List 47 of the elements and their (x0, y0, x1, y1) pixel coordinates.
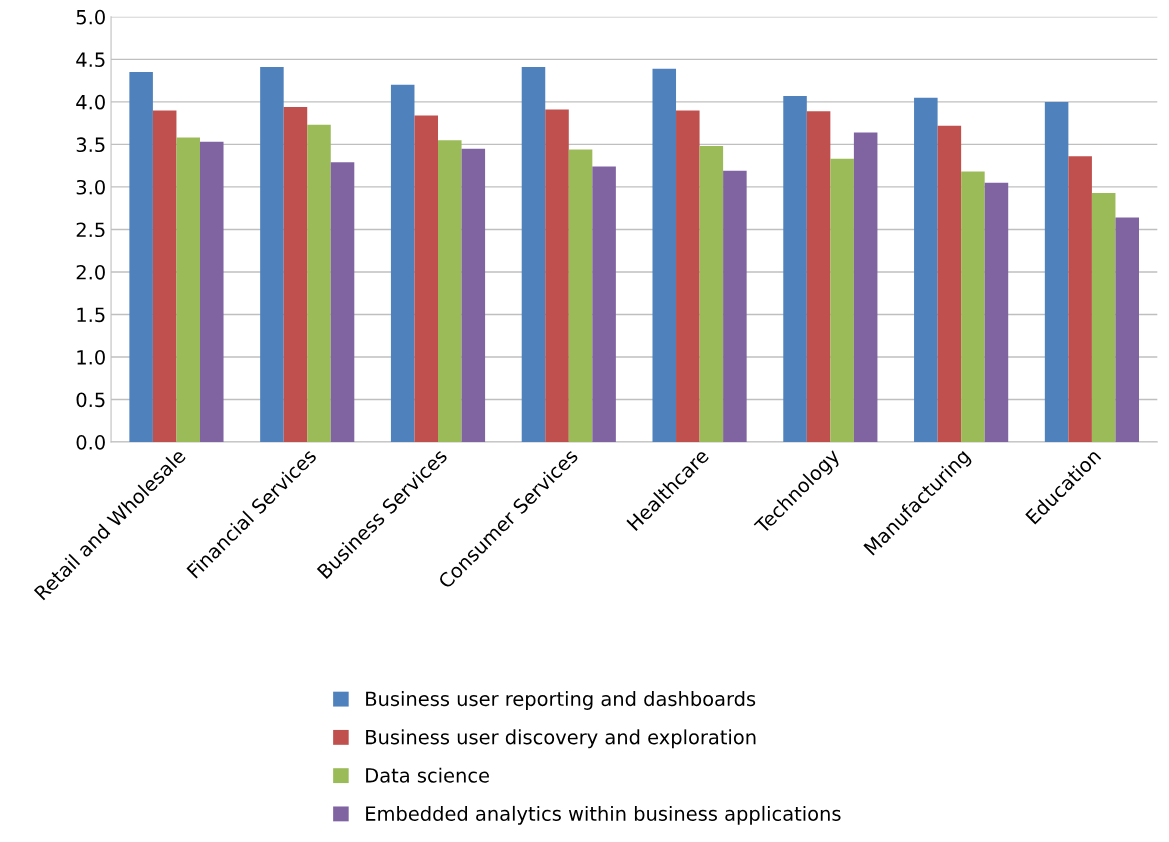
y-tick-label: 3.0 (76, 179, 105, 195)
bar (1068, 156, 1092, 443)
legend-label: Business user reporting and dashboards (366, 691, 756, 710)
bar (783, 95, 807, 443)
bar (545, 109, 569, 443)
y-tick-label: 2.0 (76, 264, 105, 280)
bar (984, 182, 1009, 443)
y-tick-label: 4.0 (76, 94, 105, 110)
bar (1044, 101, 1069, 443)
legend-label: Business user discovery and exploration (366, 729, 756, 749)
bar (307, 124, 331, 443)
bar (699, 146, 724, 443)
bar (961, 171, 985, 443)
y-tick-label: 0.5 (76, 392, 105, 408)
y-tick-label: 4.5 (76, 52, 105, 68)
bar (676, 110, 700, 443)
bar (199, 141, 224, 443)
bar (260, 67, 284, 443)
y-tick-label: 1.5 (77, 307, 105, 323)
bar (914, 97, 938, 443)
y-tick-label: 1.0 (77, 349, 105, 365)
bar (723, 170, 747, 443)
legend-label: Embedded analytics within business applications (366, 805, 841, 825)
bar (937, 125, 962, 443)
bar (652, 68, 677, 443)
y-tick-label: 2.5 (76, 222, 105, 238)
bar (1115, 217, 1139, 443)
bar (830, 158, 854, 443)
y-tick-label: 0.0 (76, 435, 105, 450)
bar (438, 140, 462, 443)
bar (129, 72, 153, 443)
bar (592, 166, 616, 443)
y-tick-label: 3.5 (76, 137, 105, 153)
bar (806, 111, 831, 443)
bar (414, 115, 439, 443)
bar (461, 148, 486, 443)
legend-label: Data science (366, 767, 489, 783)
bar (853, 132, 878, 443)
bar (1091, 192, 1116, 443)
bar (390, 84, 415, 443)
bar (568, 149, 593, 443)
bar (176, 137, 200, 443)
bar (283, 106, 308, 443)
bar (521, 67, 546, 443)
bar (152, 110, 177, 443)
bar (330, 162, 355, 443)
y-tick-label: 5.0 (76, 9, 105, 25)
